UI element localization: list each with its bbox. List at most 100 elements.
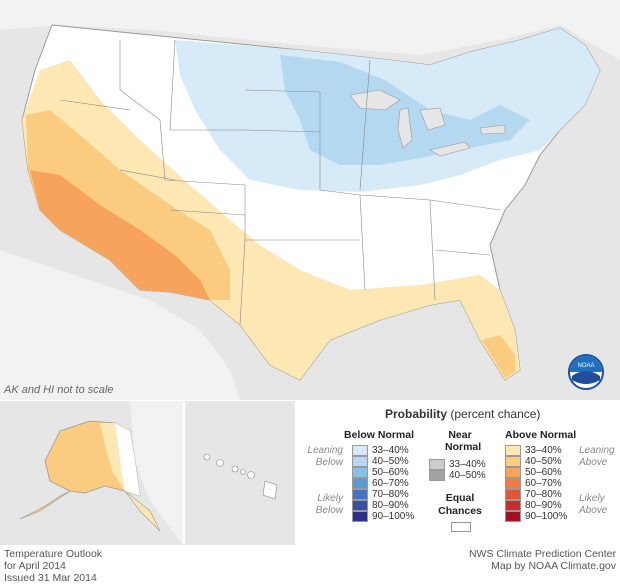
equal-chances-line1: Equal	[445, 492, 475, 504]
below-normal-swatch	[352, 511, 368, 522]
below-normal-swatch	[352, 478, 368, 489]
lake-ontario	[479, 124, 506, 135]
likely-above-label: Likely Above	[579, 493, 619, 517]
above-normal-header: Above Normal	[505, 429, 577, 441]
below-normal-swatch	[352, 467, 368, 478]
credit-source: NWS Climate Prediction Center	[468, 548, 616, 560]
lake-erie	[429, 141, 471, 157]
alaska-panhandle	[124, 490, 161, 532]
above-normal-row: 40–50%	[505, 456, 567, 467]
equal-chances-swatch	[451, 522, 471, 532]
above-normal-40-50-area	[26, 110, 230, 300]
above-normal-swatch	[505, 511, 521, 522]
near-header-line2: Normal	[445, 441, 482, 453]
noaa-logo: NOAA	[568, 354, 604, 390]
above-normal-row: 70–80%	[505, 489, 567, 500]
above-normal-row: 50–60%	[505, 467, 567, 478]
below-normal-label: 60–70%	[372, 478, 409, 490]
credit-map: Map by NOAA Climate.gov	[491, 560, 616, 572]
canada-land	[0, 0, 620, 60]
leaning-above-label: Leaning Above	[579, 445, 619, 469]
credits: NWS Climate Prediction Center Map by NOA…	[469, 548, 616, 572]
above-normal-label: 40–50%	[525, 456, 562, 468]
legend-title-main: Probability	[385, 407, 448, 421]
above-normal-row: 90–100%	[505, 511, 567, 522]
legend-title: Probability (percent chance)	[385, 407, 540, 421]
alaska-map	[19, 401, 183, 545]
near-normal-label: 33–40%	[449, 459, 486, 471]
below-normal-row: 80–90%	[352, 500, 414, 511]
likely-below-line1: Likely	[317, 493, 343, 504]
legend: Probability (percent chance) Below Norma…	[297, 401, 620, 545]
near-normal-row: 40–50%	[429, 470, 486, 481]
below-normal-row: 40–50%	[352, 456, 414, 467]
likely-above-line1: Likely	[579, 493, 605, 504]
below-normal-row: 33–40%	[352, 445, 414, 456]
noaa-logo-text: NOAA	[577, 363, 594, 369]
below-normal-row: 90–100%	[352, 511, 414, 522]
leaning-below-line2: Below	[315, 457, 343, 468]
hawaii-inset	[185, 401, 295, 545]
scale-note: AK and HI not to scale	[4, 384, 114, 396]
above-normal-label: 33–40%	[525, 445, 562, 457]
equal-chances-line2: Chances	[438, 505, 482, 517]
below-normal-swatch	[352, 456, 368, 467]
above-normal-label: 60–70%	[525, 478, 562, 490]
likely-below-line2: Below	[315, 505, 343, 516]
above-normal-label: 90–100%	[525, 511, 568, 523]
below-normal-label: 80–90%	[372, 500, 409, 512]
canada-land-ak	[130, 401, 183, 545]
below-normal-label: 70–80%	[372, 489, 409, 501]
leaning-below-line1: Leaning	[307, 445, 343, 456]
above-normal-swatch	[505, 478, 521, 489]
hawaii-islands	[203, 453, 278, 500]
near-normal-label: 40–50%	[449, 470, 486, 482]
below-normal-swatch	[352, 500, 368, 511]
leaning-above-line2: Above	[579, 457, 608, 468]
above-normal-swatch	[505, 467, 521, 478]
above-normal-label: 70–80%	[525, 489, 562, 501]
near-normal-header: Near Normal	[445, 429, 482, 453]
near-normal-scale: 33–40% 40–50%	[429, 459, 486, 481]
near-normal-swatch	[429, 470, 445, 481]
below-normal-row: 50–60%	[352, 467, 414, 478]
below-normal-swatch	[352, 445, 368, 456]
above-normal-row: 33–40%	[505, 445, 567, 456]
outlook-issued: Issued 31 Mar 2014	[4, 572, 97, 584]
lake-michigan	[397, 107, 413, 149]
below-normal-scale: 33–40% 40–50% 50–60% 60–70% 70–80% 80–90% 90–1…	[352, 445, 414, 522]
lake-superior	[349, 89, 401, 111]
near-header-line1: Near	[448, 429, 472, 441]
us-outlook-map: NOAA	[0, 0, 620, 400]
below-normal-row: 60–70%	[352, 478, 414, 489]
aleutians	[19, 490, 71, 520]
above-normal-50-60-area	[30, 170, 210, 300]
above-normal-label: 50–60%	[525, 467, 562, 479]
likely-above-line2: Above	[579, 505, 608, 516]
main-map: NOAA	[0, 0, 620, 400]
above-normal-swatch	[505, 500, 521, 511]
alaska-inset	[0, 401, 183, 545]
below-normal-label: 50–60%	[372, 467, 409, 479]
leaning-below-label: Leaning Below	[299, 445, 343, 469]
below-normal-label: 40–50%	[372, 456, 409, 468]
above-normal-swatch	[505, 489, 521, 500]
below-normal-header: Below Normal	[344, 429, 415, 441]
alaska-equal-chances	[115, 423, 140, 496]
below-normal-row: 70–80%	[352, 489, 414, 500]
outlook-info: Temperature Outlook for April 2014 Issue…	[4, 548, 102, 584]
outlook-title: Temperature Outlook	[4, 548, 103, 560]
above-normal-swatch	[505, 445, 521, 456]
near-normal-swatch	[429, 459, 445, 470]
hawaii-map	[203, 453, 278, 500]
lake-huron	[419, 107, 446, 131]
leaning-above-line1: Leaning	[579, 445, 615, 456]
below-normal-label: 33–40%	[372, 445, 409, 457]
florida-above-40-50	[482, 335, 515, 378]
state-borders	[59, 39, 501, 326]
above-normal-row: 60–70%	[505, 478, 567, 489]
legend-title-suffix: (percent chance)	[450, 407, 541, 421]
above-normal-scale: 33–40% 40–50% 50–60% 60–70% 70–80% 80–90% 90–1…	[505, 445, 567, 522]
near-normal-row: 33–40%	[429, 459, 486, 470]
likely-below-label: Likely Below	[299, 493, 343, 517]
